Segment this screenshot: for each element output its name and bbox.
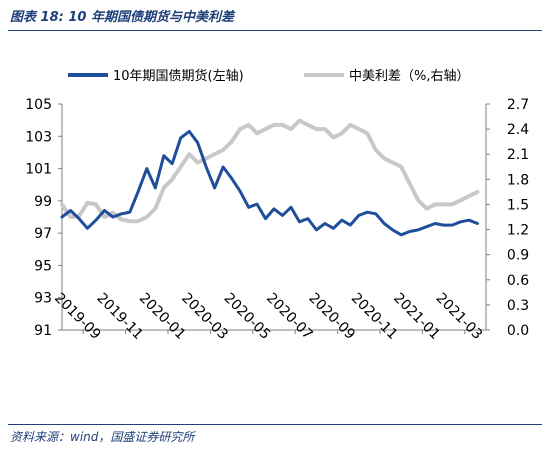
right-axis-tick-label: 0.0 [507,323,529,339]
series-line-2 [60,118,480,224]
right-axis-tick-label: 1.8 [507,172,529,188]
source-rule [8,424,542,425]
left-axis-tick-label: 97 [34,226,52,242]
figure-title: 图表 18: 10 年期国债期货与中美利差 [10,10,234,25]
left-axis-tick-label: 95 [34,258,52,274]
right-axis-tick-label: 2.4 [507,122,529,138]
right-axis-tick-label: 0.3 [507,298,529,314]
left-axis-tick-label: 91 [34,323,52,339]
series-line-1 [60,129,479,237]
legend: 10年期国债期货(左轴) 中美利差（%,右轴） [68,68,470,84]
title-rule [8,30,542,31]
right-axis-tick-label: 1.5 [507,197,529,213]
series-group [60,118,480,237]
x-axis-tick-labels: 2019-092019-112020-012020-032020-052020-… [51,290,485,343]
left-axis-tick-label: 101 [25,162,52,178]
right-axis-tick-label: 0.6 [507,273,529,289]
left-axis-tick-labels: 91 93 95 97 99 101 103 105 [25,97,52,339]
legend-label-series-1: 10年期国债期货(左轴) [113,68,244,84]
right-axis-tick-label: 2.7 [507,97,529,113]
right-axis-tick-label: 2.1 [507,147,529,163]
left-axis-tick-label: 99 [34,194,52,210]
legend-label-series-2: 中美利差（%,右轴） [349,69,470,84]
source-note: 资料来源：wind，国盛证券研究所 [10,430,195,444]
right-axis-tick-label: 0.9 [507,248,529,264]
right-axis-tick-label: 1.2 [507,223,529,239]
x-axis-tick-label: 2021-03 [433,290,486,343]
left-axis-tick-label: 105 [25,97,52,113]
left-axis-tick-label: 103 [25,129,52,145]
right-axis-tick-labels: 0.0 0.3 0.6 0.9 1.2 1.5 1.8 2.1 2.4 2.7 [507,97,529,339]
left-axis-tick-label: 93 [34,291,52,307]
